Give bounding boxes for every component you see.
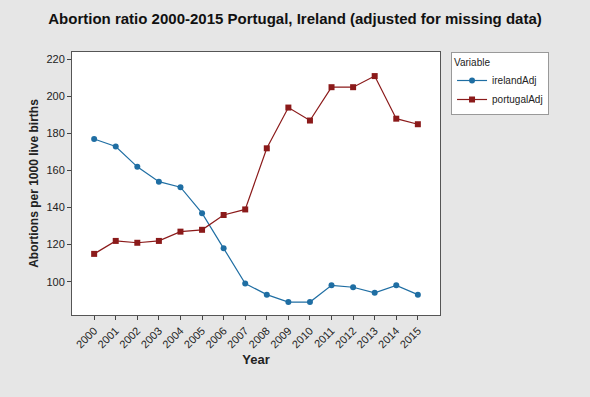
svg-text:2000: 2000	[74, 325, 100, 351]
svg-text:2011: 2011	[312, 325, 337, 350]
svg-text:180: 180	[46, 127, 64, 139]
svg-text:2014: 2014	[376, 325, 402, 351]
svg-text:2004: 2004	[160, 325, 186, 351]
svg-text:2015: 2015	[397, 325, 423, 351]
svg-text:2009: 2009	[268, 325, 294, 351]
svg-text:Year: Year	[242, 352, 269, 367]
svg-text:2007: 2007	[225, 325, 251, 351]
svg-text:Abortion ratio 2000-2015 Portu: Abortion ratio 2000-2015 Portugal, Irela…	[48, 10, 541, 27]
svg-text:portugalAdj: portugalAdj	[492, 94, 543, 105]
svg-text:2010: 2010	[289, 325, 315, 351]
svg-text:2008: 2008	[246, 325, 272, 351]
svg-text:2013: 2013	[354, 325, 380, 351]
svg-text:2002: 2002	[117, 325, 143, 351]
svg-text:120: 120	[46, 238, 64, 250]
svg-text:2001: 2001	[95, 325, 121, 351]
svg-text:2003: 2003	[138, 325, 164, 351]
svg-text:Variable: Variable	[454, 57, 490, 68]
svg-text:2012: 2012	[333, 325, 359, 351]
svg-text:irelandAdj: irelandAdj	[492, 75, 536, 86]
svg-text:2005: 2005	[182, 325, 208, 351]
svg-text:140: 140	[46, 201, 64, 213]
svg-text:220: 220	[46, 53, 64, 65]
svg-text:100: 100	[46, 276, 64, 288]
svg-text:Abortions per 1000 live births: Abortions per 1000 live births	[27, 99, 41, 268]
svg-text:160: 160	[46, 164, 64, 176]
svg-text:200: 200	[46, 90, 64, 102]
svg-text:2006: 2006	[203, 325, 229, 351]
